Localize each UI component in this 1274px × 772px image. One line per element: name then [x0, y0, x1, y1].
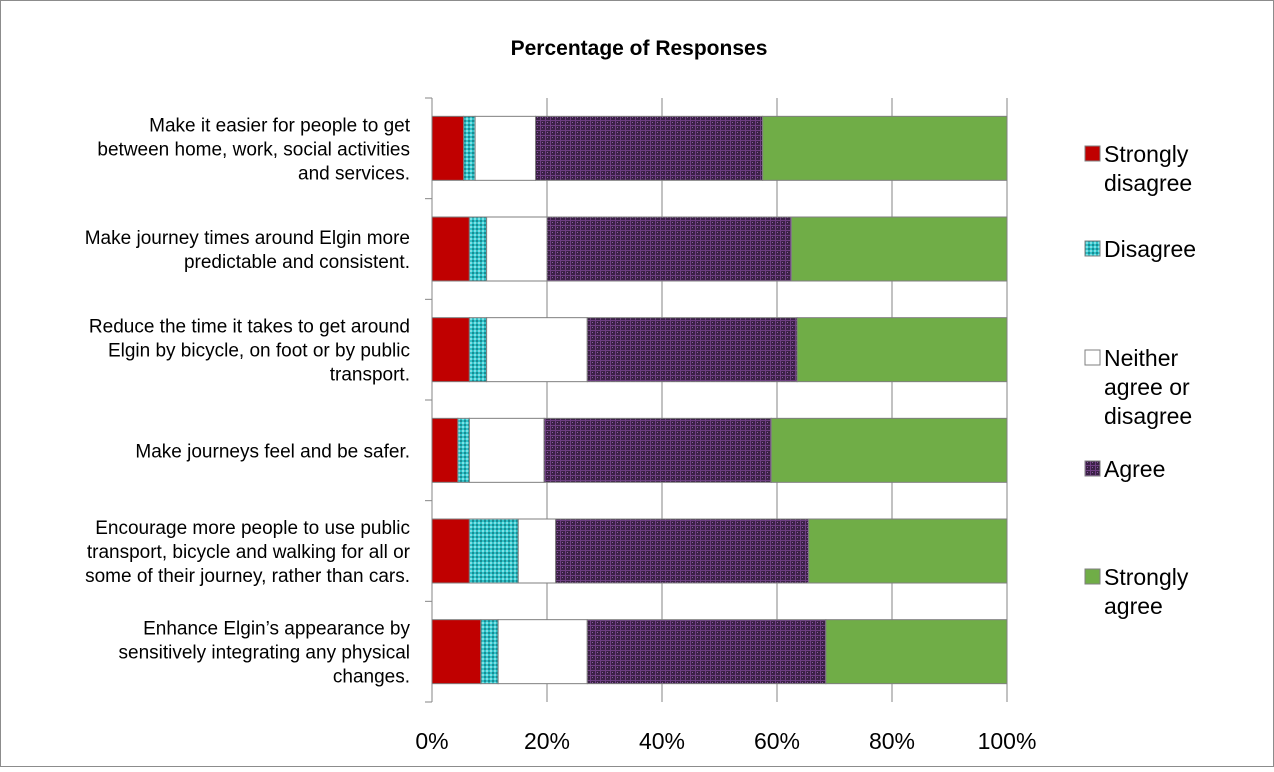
bar-segment-strongly-disagree: [431, 417, 459, 483]
bar-segment-disagree: [468, 518, 519, 584]
x-tick-label: 40%: [639, 728, 685, 754]
legend-swatch: [1084, 240, 1101, 257]
x-tick-label: 20%: [524, 728, 570, 754]
bar-segment-disagree: [463, 115, 476, 181]
bar-segment-strongly-agree: [796, 317, 1008, 383]
legend-label-line: Neither: [1104, 345, 1178, 371]
bar-segment-agree: [555, 518, 810, 584]
legend-label: Disagree: [1104, 236, 1196, 262]
bar-segment-disagree: [457, 417, 470, 483]
bar-segment-strongly-agree: [808, 518, 1008, 584]
category-label-line: Encourage more people to use public: [95, 518, 410, 539]
bar-segment-disagree: [468, 317, 488, 383]
bar-segment-neither-agree-or-disagree: [486, 317, 588, 383]
category-label: Make journey times around Elgin more pred…: [85, 228, 410, 273]
x-tick-label: 100%: [978, 728, 1037, 754]
legend-item: Neither agree or disagree: [1084, 345, 1192, 429]
category-label-line: Enhance Elgin’s appearance by: [143, 619, 410, 640]
category-label-line: transport.: [330, 365, 410, 386]
category-label-line: Make journeys feel and be safer.: [135, 441, 410, 462]
bar-segment-neither-agree-or-disagree: [468, 417, 545, 483]
bar-segment-disagree: [468, 216, 488, 282]
x-tick-label: 80%: [869, 728, 915, 754]
legend-label-line: Strongly: [1104, 564, 1189, 590]
category-label-line: between home, work, social activities: [97, 139, 410, 160]
legend-label: Neither agree or disagree: [1104, 345, 1192, 429]
legend-label-line: disagree: [1104, 170, 1192, 196]
legend-label: Strongly disagree: [1104, 141, 1192, 196]
bar-segment-strongly-disagree: [431, 619, 482, 685]
bar-segment-agree: [535, 115, 764, 181]
legend-label: Strongly agree: [1104, 564, 1189, 619]
category-label: Enhance Elgin’s appearance by sensitively…: [119, 619, 411, 688]
category-label-line: and services.: [298, 163, 410, 184]
bar-segment-strongly-agree: [825, 619, 1008, 685]
bar-segment-strongly-disagree: [431, 518, 470, 584]
bar-segment-strongly-agree: [762, 115, 1008, 181]
category-label: Reduce the time it takes to get around El…: [89, 317, 410, 386]
category-label-line: Make it easier for people to get: [149, 115, 411, 136]
category-label-line: Elgin by bicycle, on foot or by public: [108, 341, 410, 362]
chart-title: Percentage of Responses: [511, 37, 768, 60]
category-label-line: predictable and consistent.: [184, 252, 410, 273]
category-label-line: Make journey times around Elgin more: [85, 228, 410, 249]
bar-segment-neither-agree-or-disagree: [517, 518, 557, 584]
category-label-line: some of their journey, rather than cars.: [85, 566, 410, 587]
bar-segment-strongly-disagree: [431, 115, 465, 181]
legend-label-line: Disagree: [1104, 236, 1196, 262]
legend-label-line: Strongly: [1104, 141, 1189, 167]
category-label: Make it easier for people to get between …: [97, 115, 410, 184]
bar-segment-strongly-agree: [770, 417, 1008, 483]
bar-segment-agree: [586, 619, 827, 685]
bar-segment-strongly-disagree: [431, 216, 470, 282]
legend-label-line: agree or: [1104, 374, 1190, 400]
category-label-line: sensitively integrating any physical: [119, 643, 411, 664]
x-tick-label: 60%: [754, 728, 800, 754]
bar-segment-neither-agree-or-disagree: [474, 115, 536, 181]
bar-segment-disagree: [480, 619, 499, 685]
bar-segment-strongly-disagree: [431, 317, 470, 383]
bar-segment-strongly-agree: [790, 216, 1008, 282]
bar-segment-agree: [543, 417, 772, 483]
legend-item: Strongly agree: [1084, 564, 1189, 619]
category-label-line: transport, bicycle and walking for all o…: [87, 542, 411, 563]
legend-swatch: [1084, 460, 1101, 477]
legend-label: Agree: [1104, 456, 1165, 482]
category-label-line: Reduce the time it takes to get around: [89, 317, 410, 338]
legend-label-line: agree: [1104, 593, 1163, 619]
legend-item: Agree: [1084, 456, 1165, 482]
x-tick-label: 0%: [415, 728, 448, 754]
bar-segment-agree: [546, 216, 792, 282]
legend-item: Strongly disagree: [1084, 141, 1192, 196]
legend-swatch: [1084, 568, 1101, 585]
legend-label-line: Agree: [1104, 456, 1165, 482]
category-label: Make journeys feel and be safer.: [135, 441, 410, 462]
legend-swatch: [1084, 145, 1101, 162]
bar-segment-neither-agree-or-disagree: [486, 216, 548, 282]
category-label-line: changes.: [333, 667, 410, 688]
legend-swatch: [1084, 349, 1101, 366]
bar-segment-agree: [586, 317, 798, 383]
category-label: Encourage more people to use public trans…: [85, 518, 411, 587]
legend-label-line: disagree: [1104, 403, 1192, 429]
bar-segment-neither-agree-or-disagree: [497, 619, 588, 685]
legend-item: Disagree: [1084, 236, 1196, 262]
